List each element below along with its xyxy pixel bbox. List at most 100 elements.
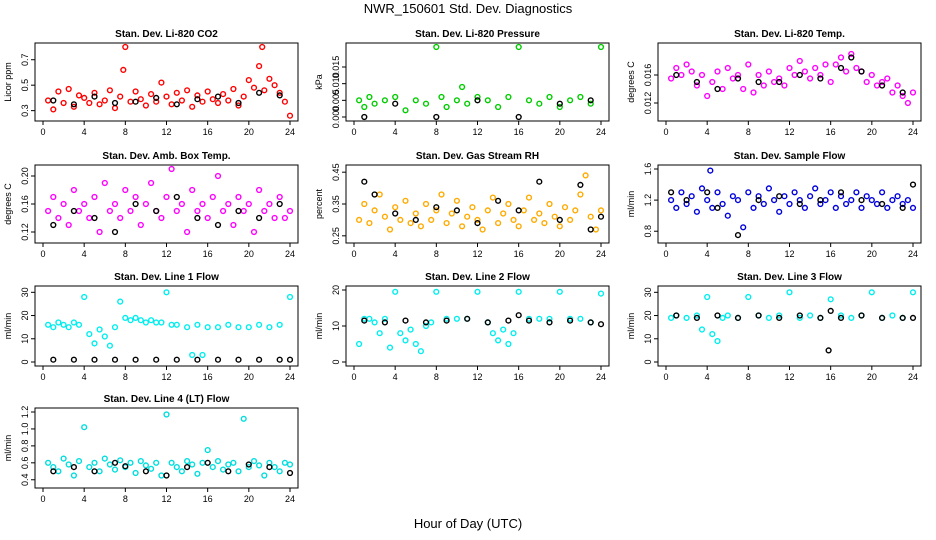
data-point [704, 293, 711, 301]
data-point [801, 204, 809, 212]
data-point [577, 93, 584, 101]
data-point [438, 93, 445, 101]
data-point [740, 224, 747, 231]
data-point [842, 200, 850, 208]
data-point [356, 340, 363, 348]
data-point [70, 103, 78, 110]
data-point [173, 207, 180, 215]
data-point-highlight [111, 99, 119, 107]
plot-frame [34, 407, 299, 489]
data-point-highlight [556, 100, 563, 107]
data-point [281, 459, 289, 466]
data-point [698, 185, 706, 192]
data-point [500, 210, 507, 217]
x-tick-label: 4 [705, 249, 710, 259]
data-point [704, 197, 711, 204]
x-tick-label: 12 [161, 494, 171, 504]
data-point-highlight [433, 204, 440, 211]
data-point [801, 68, 809, 75]
data-point [214, 458, 222, 465]
data-point-highlight [837, 64, 845, 72]
data-point-highlight [173, 356, 180, 363]
data-point [693, 82, 701, 89]
x-tick-label: 12 [472, 372, 482, 382]
data-point [178, 97, 186, 104]
x-tick-label: 12 [472, 127, 482, 137]
data-point [96, 326, 103, 333]
y-axis-label: ml/min [314, 313, 324, 340]
data-point [117, 214, 124, 222]
y-tick-label: 0.25 [331, 227, 341, 245]
data-point [484, 207, 491, 214]
data-point-highlight [50, 97, 57, 104]
panel-8: Stan. Dev. Line 2 Flow ml/min 0 4 8 12 16 20 24 0… [314, 272, 610, 382]
data-point [60, 99, 67, 107]
data-point-highlight [858, 68, 865, 75]
data-point [827, 78, 834, 86]
data-point [199, 351, 206, 359]
data-point [158, 472, 165, 479]
x-tick-label: 24 [285, 494, 295, 504]
data-point [178, 468, 186, 475]
data-point-highlight [734, 314, 742, 322]
data-point [55, 214, 62, 222]
data-point [577, 315, 584, 322]
y-tick-label: 0.8 [20, 440, 30, 453]
panel-title: Stan. Dev. Line 3 Flow [737, 272, 842, 283]
y-tick-label: 10 [20, 334, 30, 344]
data-point [148, 90, 155, 98]
data-point [745, 293, 752, 301]
panel-title: Stan. Dev. Li-820 CO2 [115, 29, 218, 40]
x-tick-label: 0 [40, 372, 45, 382]
data-point [44, 207, 52, 215]
x-tick-label: 0 [663, 372, 668, 382]
data-point [683, 200, 690, 208]
data-point [541, 220, 548, 227]
data-point-highlight [91, 468, 98, 475]
data-point [781, 193, 788, 200]
data-point [132, 193, 139, 201]
data-point [137, 96, 144, 103]
x-tick-label: 4 [82, 494, 87, 504]
data-point [474, 93, 481, 101]
data-point-highlight [153, 94, 160, 102]
data-point [184, 228, 191, 236]
data-point-highlight [50, 468, 57, 475]
data-point [904, 99, 912, 107]
data-point [551, 213, 558, 220]
data-point [245, 464, 252, 471]
data-point [148, 317, 155, 324]
y-tick-label: 0 [331, 359, 341, 364]
data-point [153, 98, 160, 105]
panel-title: Stan. Dev. Amb. Box Temp. [102, 151, 230, 162]
data-point [597, 290, 605, 297]
data-point-highlight [515, 207, 522, 214]
data-point-highlight [153, 356, 160, 363]
data-point [709, 78, 716, 86]
data-point [168, 321, 175, 328]
data-point [75, 321, 83, 328]
data-point-highlight [837, 314, 845, 322]
data-point [822, 197, 829, 204]
y-tick-label: 0.4 [20, 474, 30, 487]
data-point-highlight [132, 98, 139, 105]
y-axis-label: ml/min [626, 313, 636, 340]
y-tick-label: 0.005 [331, 89, 341, 112]
data-point-highlight [371, 191, 378, 198]
data-point [163, 289, 170, 296]
x-tick-label: 4 [82, 127, 87, 137]
data-point [137, 317, 144, 324]
data-point [392, 288, 399, 295]
data-point [220, 466, 227, 473]
data-point-highlight [848, 54, 855, 61]
data-point [832, 61, 839, 68]
data-point-highlight [132, 356, 139, 363]
data-point [55, 319, 62, 326]
data-point-highlight [505, 317, 512, 324]
data-point [474, 288, 481, 295]
x-tick-label: 4 [705, 127, 710, 137]
data-point [786, 200, 793, 208]
data-point [878, 189, 886, 196]
data-point-highlight [132, 200, 139, 208]
data-point [168, 459, 175, 466]
